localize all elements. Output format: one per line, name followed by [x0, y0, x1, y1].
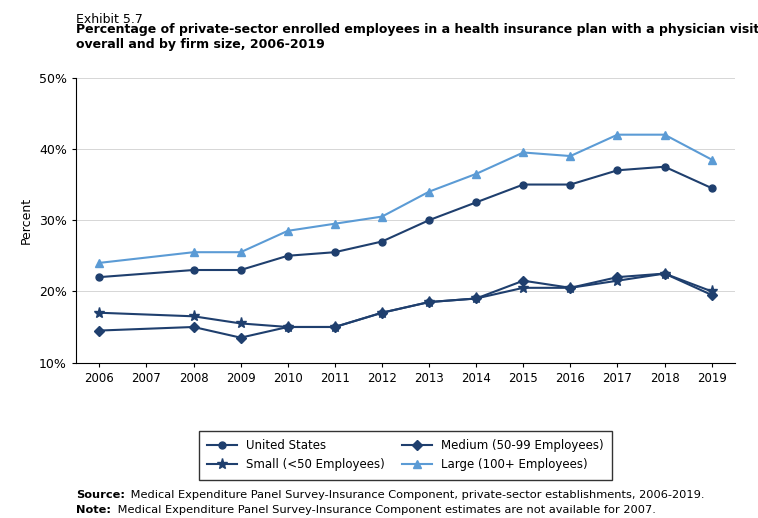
- Line: Large (100+ Employees): Large (100+ Employees): [96, 131, 716, 267]
- Medium (50-99 Employees): [330, 324, 340, 330]
- Text: Source:: Source:: [76, 490, 125, 499]
- United States: [330, 249, 340, 255]
- Medium (50-99 Employees): [613, 274, 622, 280]
- Medium (50-99 Employees): [377, 310, 387, 316]
- Text: Medical Expenditure Panel Survey-Insurance Component estimates are not available: Medical Expenditure Panel Survey-Insuran…: [114, 505, 656, 515]
- Small (<50 Employees): [236, 320, 246, 326]
- Large (100+ Employees): [95, 260, 104, 266]
- United States: [660, 164, 669, 170]
- Medium (50-99 Employees): [518, 278, 528, 284]
- Line: Small (<50 Employees): Small (<50 Employees): [94, 268, 717, 333]
- Text: overall and by firm size, 2006-2019: overall and by firm size, 2006-2019: [76, 38, 324, 51]
- Text: Note:: Note:: [76, 505, 111, 515]
- Large (100+ Employees): [707, 156, 716, 163]
- Text: Exhibit 5.7: Exhibit 5.7: [76, 13, 143, 26]
- Small (<50 Employees): [95, 310, 104, 316]
- Line: United States: United States: [96, 163, 716, 281]
- Large (100+ Employees): [377, 213, 387, 220]
- Small (<50 Employees): [377, 310, 387, 316]
- Large (100+ Employees): [471, 171, 481, 177]
- Small (<50 Employees): [707, 288, 716, 294]
- Medium (50-99 Employees): [471, 295, 481, 301]
- Medium (50-99 Employees): [95, 327, 104, 334]
- United States: [613, 167, 622, 174]
- Small (<50 Employees): [189, 313, 198, 320]
- United States: [283, 253, 293, 259]
- Text: Percentage of private-sector enrolled employees in a health insurance plan with : Percentage of private-sector enrolled em…: [76, 23, 758, 36]
- Medium (50-99 Employees): [707, 292, 716, 298]
- Small (<50 Employees): [518, 285, 528, 291]
- Large (100+ Employees): [518, 149, 528, 155]
- Large (100+ Employees): [330, 221, 340, 227]
- Large (100+ Employees): [613, 132, 622, 138]
- Line: Medium (50-99 Employees): Medium (50-99 Employees): [96, 270, 716, 341]
- Small (<50 Employees): [330, 324, 340, 330]
- Text: Medical Expenditure Panel Survey-Insurance Component, private-sector establishme: Medical Expenditure Panel Survey-Insuran…: [127, 490, 705, 499]
- Medium (50-99 Employees): [189, 324, 198, 330]
- Large (100+ Employees): [660, 132, 669, 138]
- Medium (50-99 Employees): [236, 335, 246, 341]
- United States: [424, 217, 434, 223]
- Medium (50-99 Employees): [660, 270, 669, 277]
- Small (<50 Employees): [283, 324, 293, 330]
- Small (<50 Employees): [566, 285, 575, 291]
- United States: [189, 267, 198, 273]
- United States: [95, 274, 104, 280]
- United States: [707, 185, 716, 191]
- United States: [518, 181, 528, 188]
- Large (100+ Employees): [566, 153, 575, 159]
- Legend: United States, Small (<50 Employees), Medium (50-99 Employees), Large (100+ Empl: United States, Small (<50 Employees), Me…: [199, 431, 612, 480]
- Large (100+ Employees): [189, 249, 198, 255]
- United States: [566, 181, 575, 188]
- Medium (50-99 Employees): [566, 285, 575, 291]
- United States: [236, 267, 246, 273]
- Large (100+ Employees): [424, 189, 434, 195]
- Medium (50-99 Employees): [283, 324, 293, 330]
- Y-axis label: Percent: Percent: [20, 197, 33, 243]
- United States: [377, 238, 387, 244]
- Medium (50-99 Employees): [424, 299, 434, 305]
- Small (<50 Employees): [613, 278, 622, 284]
- Small (<50 Employees): [660, 270, 669, 277]
- Large (100+ Employees): [283, 228, 293, 234]
- United States: [471, 199, 481, 206]
- Small (<50 Employees): [424, 299, 434, 305]
- Small (<50 Employees): [471, 295, 481, 301]
- Large (100+ Employees): [236, 249, 246, 255]
